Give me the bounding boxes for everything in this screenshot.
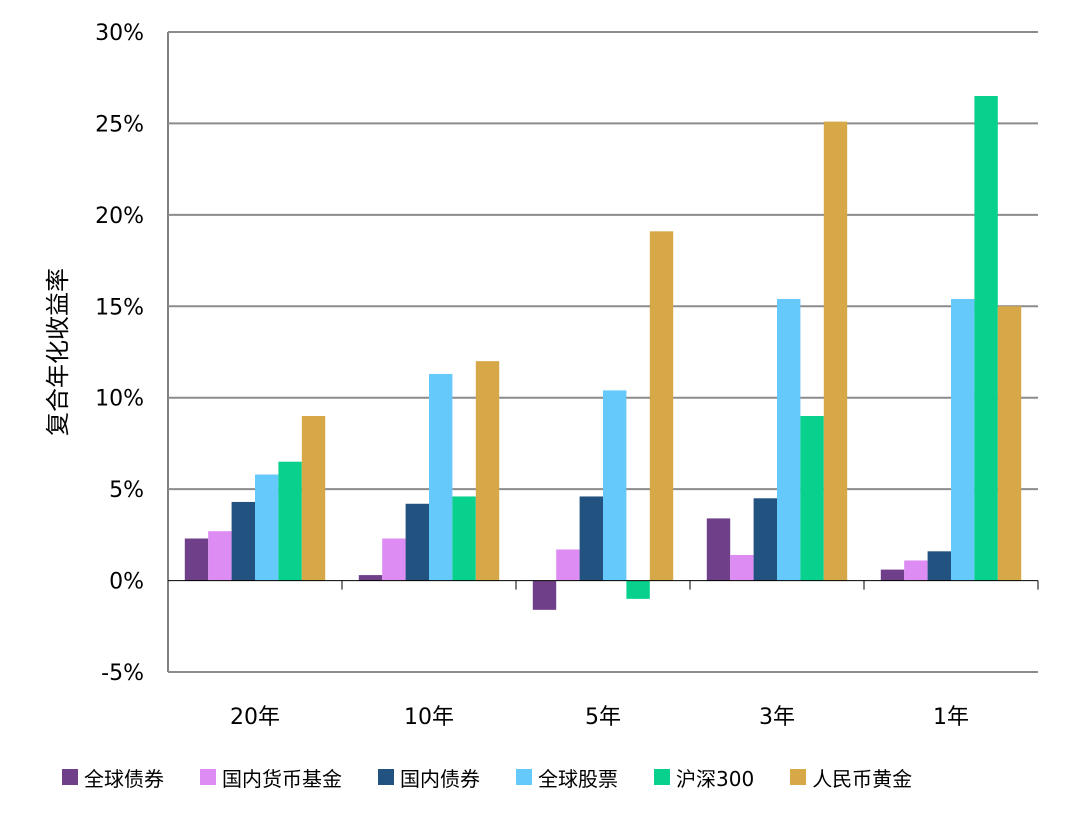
legend-swatch: [654, 769, 670, 785]
legend-swatch: [378, 769, 394, 785]
x-category-label: 1年: [933, 705, 969, 730]
y-tick-label: 0%: [109, 570, 144, 595]
bar: [649, 231, 674, 581]
x-axis: [167, 580, 1039, 590]
legend-swatch: [200, 769, 216, 785]
y-tick-label: 10%: [95, 387, 144, 412]
bar: [951, 298, 975, 581]
legend-item: 沪深300: [654, 763, 754, 792]
bar: [974, 96, 998, 581]
bar: [475, 361, 500, 581]
bar: [429, 373, 453, 581]
bar: [208, 531, 232, 581]
legend-label: 人民币黄金: [812, 766, 913, 791]
bars: [184, 96, 1022, 610]
bar: [904, 560, 928, 581]
y-tick-label: 20%: [95, 204, 144, 229]
x-category-label: 10年: [404, 705, 454, 730]
y-tick-label: 25%: [95, 112, 144, 137]
legend-item: 全球股票: [516, 763, 618, 792]
x-category-label: 3年: [759, 705, 795, 730]
bar: [706, 518, 731, 581]
bar: [626, 580, 650, 599]
bar: [382, 538, 406, 581]
bar: [579, 496, 603, 581]
legend: 全球债券 国内货币基金 国内债券 全球股票 沪深300 人民币黄金: [62, 760, 1052, 794]
legend-item: 全球债券: [62, 763, 164, 792]
legend-swatch: [516, 769, 532, 785]
bar: [753, 498, 777, 581]
legend-label: 全球债券: [84, 766, 164, 791]
x-category-label: 5年: [585, 705, 621, 730]
bar: [603, 390, 627, 581]
x-axis-categories: 20年 10年 5年 3年 1年: [230, 705, 969, 730]
bar: [556, 549, 580, 581]
legend-item: 国内债券: [378, 763, 480, 792]
bar-chart: 30% 25% 20% 15% 10% 5% 0% -5% 20年 10年 5年 3年 1年 复合年化…: [44, 21, 1039, 730]
bar: [730, 554, 754, 581]
legend-label: 国内货币基金: [222, 766, 342, 791]
y-tick-label: 30%: [95, 21, 144, 46]
y-tick-label: 15%: [95, 295, 144, 320]
bar: [358, 575, 383, 581]
y-tick-label: 5%: [109, 478, 144, 503]
bar: [777, 298, 801, 581]
bar: [997, 306, 1022, 581]
bar: [184, 538, 209, 581]
legend-swatch: [62, 769, 78, 785]
y-axis-label: 复合年化收益率: [44, 268, 72, 436]
bar: [823, 121, 848, 581]
bar: [278, 461, 302, 581]
legend-label: 国内债券: [400, 766, 480, 791]
bar: [800, 416, 824, 581]
bar: [532, 580, 557, 610]
legend-label: 全球股票: [538, 766, 618, 791]
legend-label: 沪深300: [676, 766, 755, 791]
bar: [927, 551, 951, 581]
bar: [255, 474, 279, 581]
legend-item: 国内货币基金: [200, 763, 342, 792]
bar: [231, 501, 255, 581]
legend-swatch: [790, 769, 807, 785]
bar: [452, 496, 476, 581]
x-category-label: 20年: [230, 705, 280, 730]
y-tick-label: -5%: [101, 661, 144, 686]
bar: [301, 416, 326, 581]
legend-item: 人民币黄金: [790, 763, 912, 792]
y-axis-ticks: 30% 25% 20% 15% 10% 5% 0% -5%: [95, 21, 144, 686]
bar: [880, 569, 905, 581]
bar: [405, 503, 429, 581]
